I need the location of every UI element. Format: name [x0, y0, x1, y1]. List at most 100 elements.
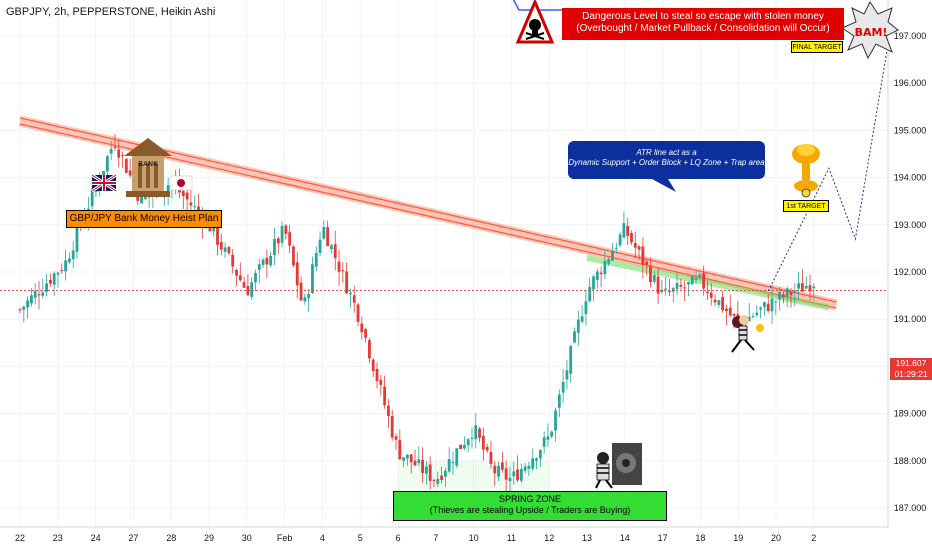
x-tick-label: 14 — [620, 533, 630, 543]
candle-body — [197, 206, 200, 213]
running-thief-icon — [731, 315, 764, 353]
x-tick-label: 10 — [469, 533, 479, 543]
candle-body — [592, 276, 595, 290]
candle-body — [140, 196, 143, 204]
y-tick-label: 194.000 — [894, 173, 927, 183]
candle-body — [717, 300, 721, 305]
candle-body — [611, 251, 614, 261]
candle-body — [295, 262, 299, 286]
final-target-label: FINAL TARGET — [791, 41, 843, 53]
bank-label: BANK — [138, 160, 158, 168]
candle-body — [314, 253, 318, 267]
candle-body — [284, 225, 288, 234]
candle-body — [637, 246, 641, 250]
candle-body — [360, 323, 364, 333]
candle-body — [413, 460, 417, 466]
candle-body — [299, 282, 303, 301]
candle-body — [755, 312, 759, 315]
candle-body — [630, 232, 633, 243]
candle-body — [375, 368, 379, 382]
candle-body — [542, 437, 546, 447]
candle-body — [561, 382, 565, 393]
candle-body — [508, 477, 512, 482]
x-tick-label: Feb — [277, 533, 293, 543]
candle-body — [481, 435, 485, 450]
candle-body — [117, 149, 121, 158]
candle-body — [459, 444, 462, 450]
candle-body — [326, 227, 330, 247]
boom-explosion-icon: BAM! — [840, 1, 899, 60]
candle-body — [273, 239, 276, 255]
candle-body — [227, 246, 231, 254]
candle-body — [721, 296, 725, 311]
candle-body — [588, 286, 592, 302]
candle-body — [455, 448, 459, 466]
candle-body — [687, 282, 690, 285]
candle-body — [185, 192, 189, 200]
candle-body — [789, 291, 793, 296]
x-tick-label: 20 — [771, 533, 781, 543]
candle-body — [443, 470, 447, 477]
candle-body — [105, 156, 109, 172]
candle-body — [580, 316, 584, 322]
x-tick-label: 22 — [15, 533, 25, 543]
atr-line-1: ATR line act as a — [636, 148, 697, 157]
candle-body — [732, 314, 736, 316]
candle-body — [725, 308, 728, 312]
candle-body — [67, 258, 71, 263]
candle-body — [333, 244, 337, 258]
candle-body — [64, 260, 67, 272]
candle-body — [428, 464, 432, 481]
candle-body — [766, 303, 770, 312]
candle-body — [189, 202, 193, 206]
candle-body — [235, 269, 238, 276]
candle-body — [394, 436, 398, 440]
candle-body — [557, 394, 561, 408]
candle-body — [447, 459, 451, 472]
y-tick-label: 197.000 — [894, 31, 927, 41]
candle-body — [462, 444, 466, 449]
candle-body — [466, 439, 470, 446]
x-tick-label: 12 — [544, 533, 554, 543]
candle-body — [497, 465, 500, 477]
candle-body — [379, 379, 383, 385]
candle-body — [531, 458, 535, 469]
candle-body — [679, 284, 683, 287]
candle-body — [702, 273, 706, 289]
candle-body — [109, 148, 113, 154]
candle-body — [516, 469, 519, 481]
candle-body — [607, 259, 611, 264]
candle-body — [436, 478, 440, 484]
x-tick-label: 17 — [658, 533, 668, 543]
candle-body — [614, 247, 618, 249]
candle-body — [29, 295, 33, 304]
candle-body — [554, 410, 557, 431]
candle-body — [618, 234, 622, 246]
candle-body — [504, 468, 508, 480]
candle-body — [75, 226, 79, 252]
x-tick-label: 5 — [358, 533, 363, 543]
candle-body — [102, 171, 105, 179]
candle-body — [759, 307, 763, 310]
candle-body — [254, 272, 257, 283]
x-tick-label: 13 — [582, 533, 592, 543]
candle-body — [565, 370, 569, 380]
candle-body — [671, 288, 675, 292]
x-tick-label: 28 — [166, 533, 176, 543]
y-tick-label: 189.000 — [894, 409, 927, 419]
candle-body — [193, 206, 197, 208]
candle-body — [212, 225, 216, 232]
candle-body — [113, 146, 117, 148]
candle-body — [421, 460, 424, 474]
candle-body — [41, 292, 45, 296]
danger-level-note: Dangerous Level to steal so escape with … — [562, 8, 844, 40]
candle-body — [402, 457, 406, 461]
thief-vault-icon — [595, 443, 642, 489]
candle-body — [409, 454, 413, 463]
candle-body — [519, 469, 523, 481]
last-price: 191.607 — [895, 358, 927, 368]
candle-body — [349, 292, 352, 295]
y-tick-label: 188.000 — [894, 456, 927, 466]
candle-body — [500, 462, 504, 470]
bar-countdown: 01:29:21 — [894, 369, 928, 379]
